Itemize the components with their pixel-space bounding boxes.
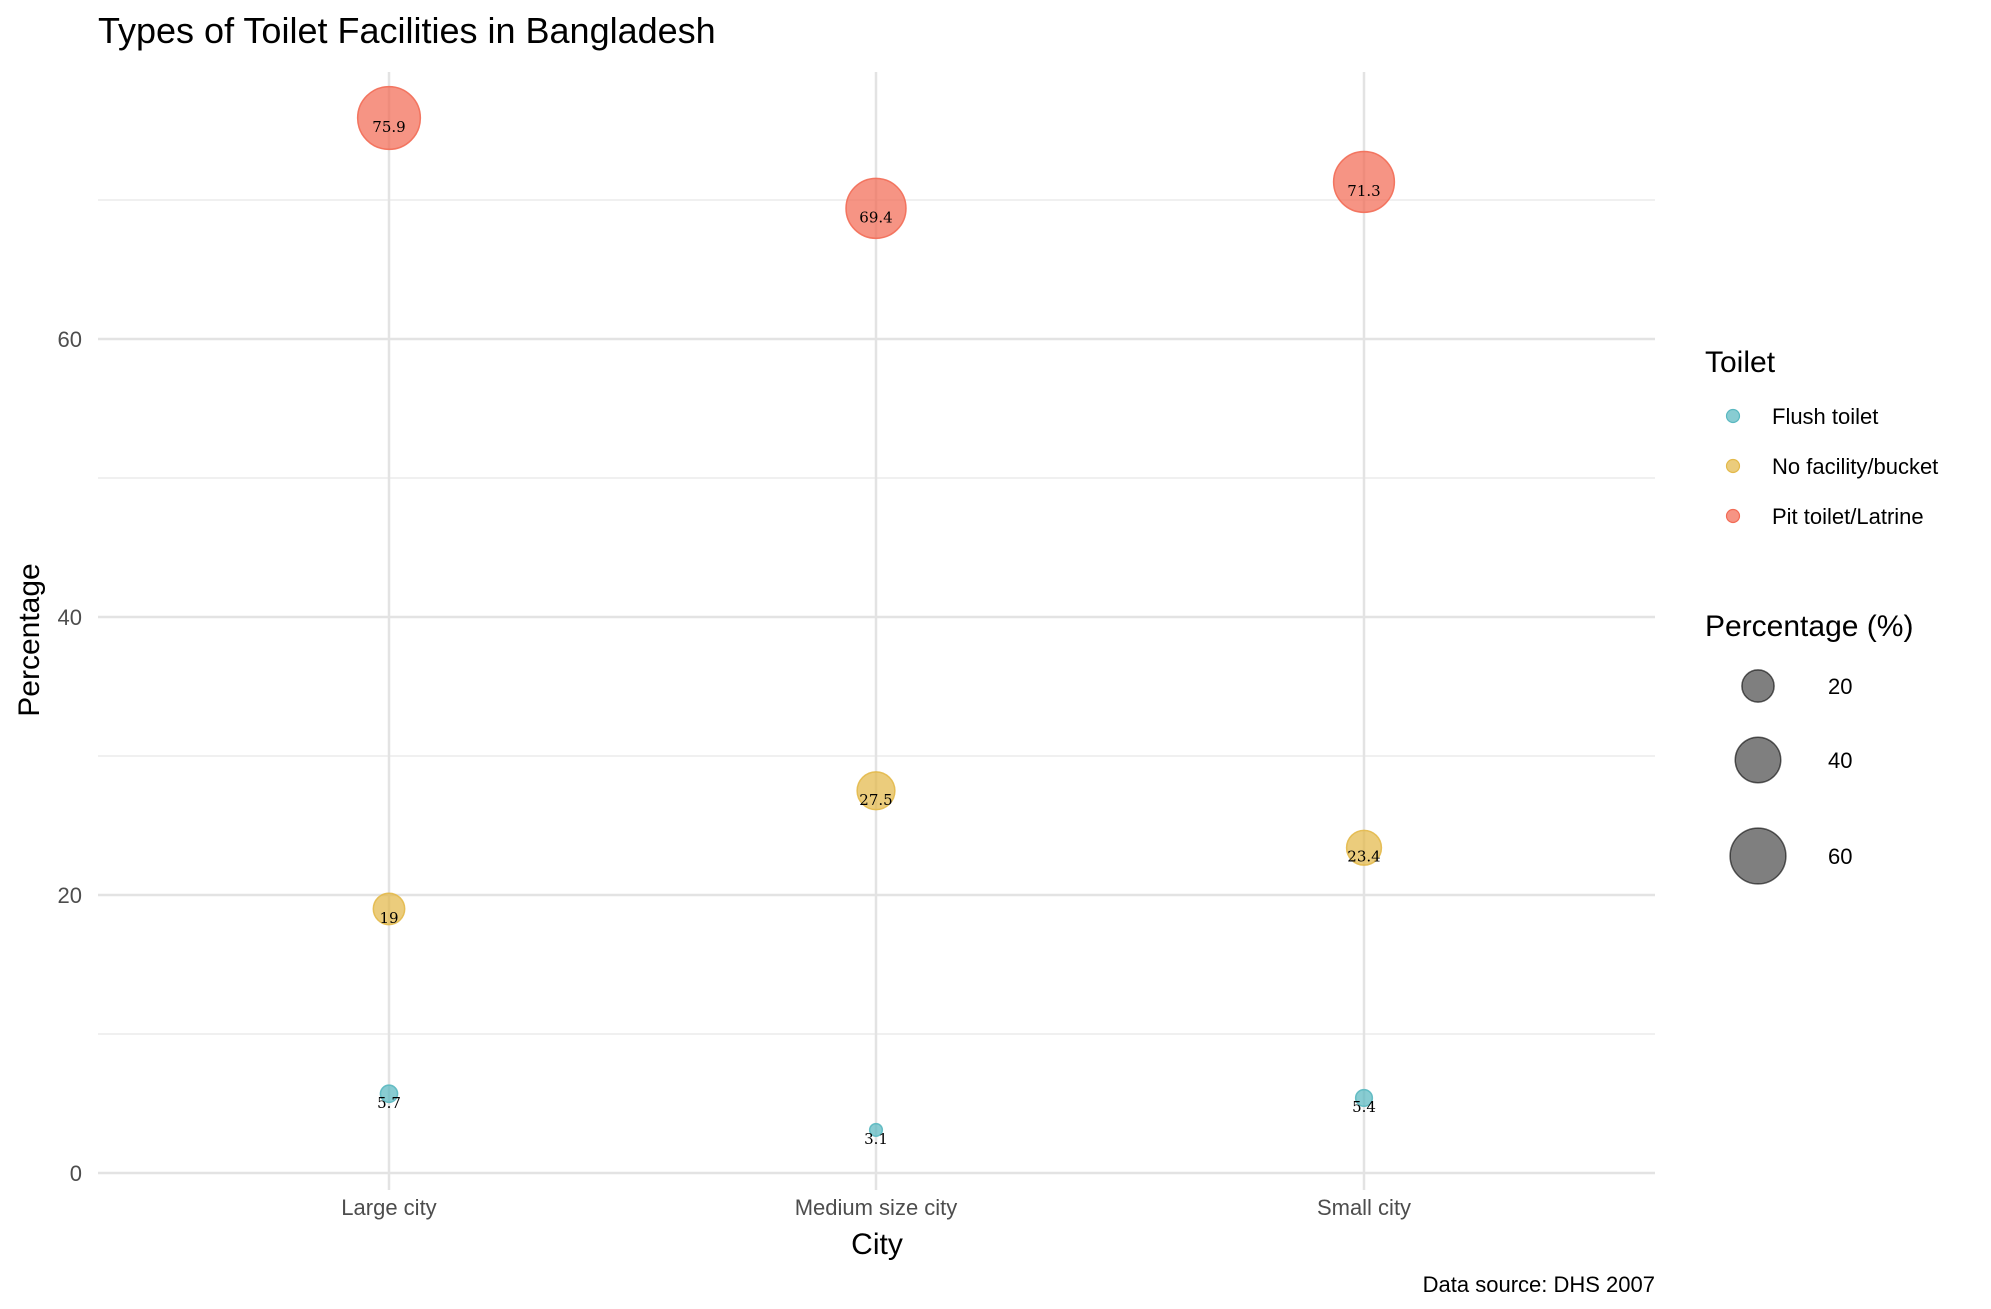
size-legend-key bbox=[1729, 827, 1787, 885]
legend-key bbox=[1725, 508, 1741, 524]
x-tick-label: Small city bbox=[1317, 1195, 1411, 1220]
data-label: 75.9 bbox=[372, 118, 405, 136]
size-legend-label: 40 bbox=[1828, 748, 1852, 773]
data-label: 23.4 bbox=[1347, 848, 1380, 866]
x-tick-label: Medium size city bbox=[795, 1195, 958, 1220]
y-tick-label: 60 bbox=[58, 327, 82, 352]
color-legend-title: Toilet bbox=[1705, 346, 1776, 379]
size-legend-label: 60 bbox=[1828, 844, 1852, 869]
data-label: 3.1 bbox=[864, 1130, 888, 1148]
data-label: 5.4 bbox=[1352, 1098, 1376, 1116]
legend-entry: Pit toilet/Latrine bbox=[1772, 504, 1924, 529]
data-points bbox=[356, 85, 1396, 1137]
legend-key bbox=[1725, 458, 1741, 474]
size-legend: Percentage (%) 20 40 60 bbox=[1705, 610, 1913, 885]
data-point bbox=[845, 177, 907, 240]
data-point bbox=[379, 1084, 399, 1104]
data-label: 71.3 bbox=[1347, 182, 1380, 200]
data-point bbox=[356, 85, 422, 151]
caption: Data source: DHS 2007 bbox=[1423, 1272, 1655, 1297]
y-tick-label: 40 bbox=[58, 605, 82, 630]
data-point bbox=[1345, 829, 1383, 866]
data-point bbox=[868, 1122, 884, 1137]
data-point bbox=[372, 892, 406, 926]
legend-entry: No facility/bucket bbox=[1772, 454, 1938, 479]
size-legend-label: 20 bbox=[1828, 674, 1852, 699]
data-point bbox=[1354, 1088, 1374, 1108]
chart-title: Types of Toilet Facilities in Bangladesh bbox=[98, 10, 716, 51]
y-tick-label: 20 bbox=[58, 883, 82, 908]
data-point bbox=[1332, 150, 1396, 214]
data-label: 5.7 bbox=[377, 1094, 401, 1112]
axes: 0 20 40 60 Large city Medium size city Small c… bbox=[58, 327, 1412, 1220]
grid-lines bbox=[98, 72, 1655, 1190]
size-legend-title: Percentage (%) bbox=[1705, 610, 1913, 643]
x-axis-title: City bbox=[851, 1228, 903, 1261]
data-labels: 5.7 3.1 5.4 19 27.5 23.4 75.9 69.4 71.3 bbox=[372, 118, 1380, 1148]
y-axis-title: Percentage bbox=[13, 563, 46, 716]
legend-key bbox=[1725, 408, 1741, 424]
y-tick-label: 0 bbox=[70, 1161, 82, 1186]
legend-entry: Flush toilet bbox=[1772, 404, 1878, 429]
data-label: 27.5 bbox=[859, 791, 892, 809]
color-legend: Toilet Flush toilet No facility/bucket Pit… bbox=[1705, 346, 1938, 529]
data-label: 19 bbox=[379, 909, 398, 927]
size-legend-key bbox=[1741, 669, 1775, 703]
data-point bbox=[856, 771, 896, 811]
data-label: 69.4 bbox=[859, 208, 892, 226]
size-legend-key bbox=[1734, 736, 1782, 784]
x-tick-label: Large city bbox=[341, 1195, 436, 1220]
